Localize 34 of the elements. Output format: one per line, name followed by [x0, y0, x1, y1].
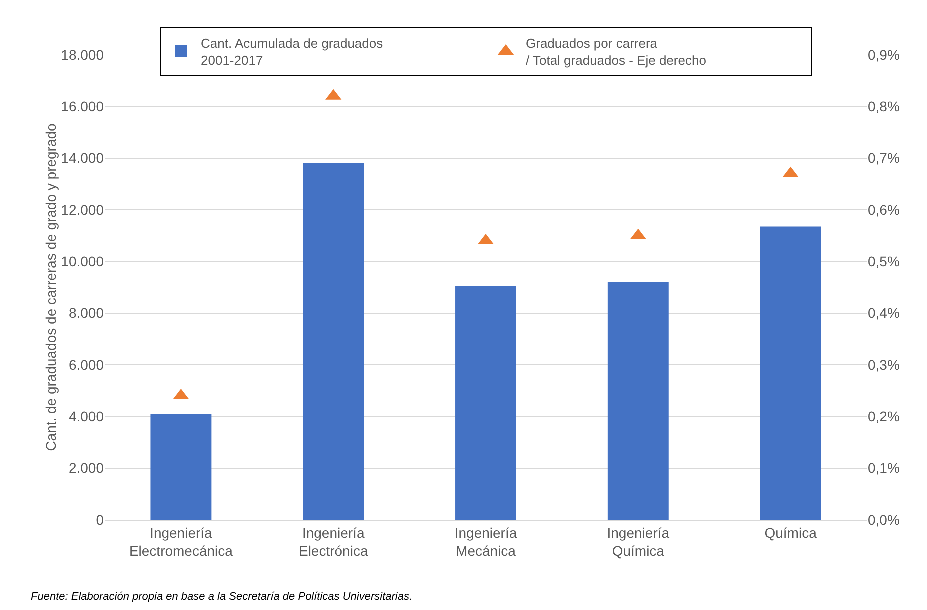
legend-label: Cant. Acumulada de graduados 2001-2017	[201, 36, 384, 68]
y-axis-title: Cant. de graduados de carreras de grado y pregrado	[43, 123, 60, 452]
y-tick-label: 0	[96, 512, 104, 528]
y-tick-label: 8.000	[68, 305, 104, 322]
y2-tick-label: 0,6%	[868, 202, 900, 218]
x-tick-label: Ingeniería Electromecánica	[129, 524, 234, 559]
y-tick-label: 2.000	[68, 460, 104, 476]
y2-tick-label: 0,8%	[868, 98, 900, 115]
bar	[303, 164, 364, 520]
y-tick-label: 18.000	[61, 46, 104, 63]
y2-tick-label: 0,1%	[868, 460, 900, 476]
y-tick-label: 16.000	[61, 98, 104, 115]
y2-tick-label: 0,3%	[868, 356, 900, 373]
y2-tick-label: 0,2%	[868, 408, 900, 425]
source-note: Fuente: Elaboración propia en base a la Secretaría de Políticas Universitarias.	[31, 591, 413, 603]
y2-tick-label: 0,4%	[868, 305, 900, 322]
y-tick-label: 10.000	[61, 254, 104, 270]
bar	[760, 226, 822, 520]
x-tick-label: Ingeniería Mecánica	[454, 524, 518, 559]
bar	[150, 414, 212, 520]
y-tick-label: 6.000	[68, 356, 104, 373]
x-tick-label: Ingeniería Electrónica	[298, 524, 368, 559]
bar	[608, 282, 669, 520]
y-tick-label: 4.000	[68, 408, 104, 425]
y2-tick-label: 0,5%	[868, 254, 900, 270]
y2-tick-label: 0,0%	[868, 512, 900, 528]
y-tick-label: 12.000	[61, 202, 104, 218]
legend-label: Graduados por carrera / Total graduados - Eje derecho	[526, 36, 706, 68]
y2-tick-label: 0,9%	[868, 46, 900, 63]
bar	[456, 286, 516, 520]
x-tick-label: Ingeniería Química	[607, 524, 670, 559]
y-tick-label: 14.000	[61, 150, 104, 166]
x-tick-label: Química	[764, 524, 818, 541]
y2-tick-label: 0,7%	[868, 150, 900, 166]
